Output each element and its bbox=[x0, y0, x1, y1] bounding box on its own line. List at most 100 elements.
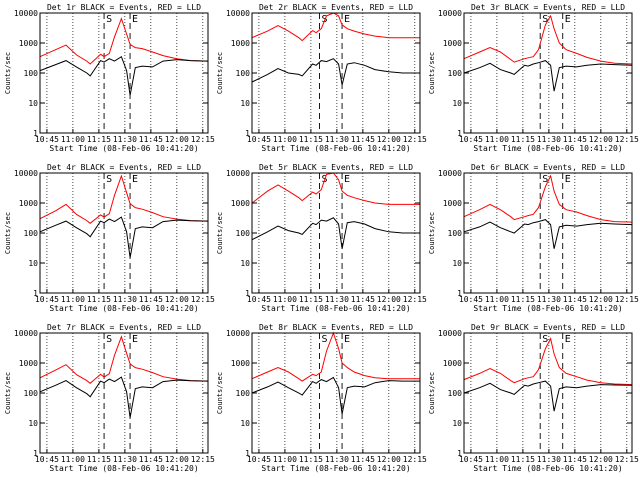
plot-frame bbox=[463, 332, 633, 454]
y-tick-label: 10 bbox=[240, 99, 250, 108]
e-marker-label: E bbox=[565, 14, 571, 25]
y-tick-label: 1 bbox=[245, 449, 250, 458]
x-tick-label: 11:15 bbox=[299, 295, 323, 304]
x-tick-label: 12:00 bbox=[165, 455, 189, 464]
x-tick-label: 11:15 bbox=[299, 455, 323, 464]
plot-frame bbox=[39, 172, 209, 294]
y-tick-label: 10000 bbox=[14, 329, 38, 338]
plot-frame bbox=[251, 172, 421, 294]
y-tick-label: 1000 bbox=[19, 39, 38, 48]
y-tick-label: 10 bbox=[452, 259, 462, 268]
e-marker-label: E bbox=[565, 174, 571, 185]
y-tick-label: 1000 bbox=[231, 39, 250, 48]
x-tick-label: 12:15 bbox=[615, 295, 639, 304]
plot-frame bbox=[463, 12, 633, 134]
e-marker-label: E bbox=[565, 334, 571, 345]
panel-title: Det 6r BLACK = Events, RED = LLD bbox=[471, 163, 625, 172]
panel-det-7: Det 7r BLACK = Events, RED = LLD S E 1 10 100… bbox=[4, 323, 215, 473]
x-tick-label: 10:45 bbox=[35, 135, 59, 144]
x-tick-label: 12:00 bbox=[377, 455, 401, 464]
plot-frame bbox=[39, 332, 209, 454]
series-lld bbox=[463, 337, 633, 386]
panel-det-4: Det 4r BLACK = Events, RED = LLD S E 1 10 100… bbox=[4, 163, 215, 313]
x-axis-label: Start Time (08-Feb-06 10:41:20) bbox=[473, 144, 622, 153]
series-events bbox=[251, 376, 420, 415]
y-tick-label: 10000 bbox=[438, 9, 462, 18]
y-tick-label: 100 bbox=[24, 229, 39, 238]
x-tick-label: 11:00 bbox=[273, 295, 297, 304]
y-tick-label: 10000 bbox=[14, 169, 38, 178]
y-tick-label: 10 bbox=[28, 99, 38, 108]
panel-title: Det 8r BLACK = Events, RED = LLD bbox=[259, 323, 413, 332]
x-axis-label: Start Time (08-Feb-06 10:41:20) bbox=[49, 464, 198, 473]
x-tick-label: 11:00 bbox=[273, 135, 297, 144]
series-lld bbox=[463, 174, 633, 223]
e-marker-label: E bbox=[344, 334, 350, 345]
x-tick-label: 11:30 bbox=[113, 135, 137, 144]
y-tick-label: 10000 bbox=[438, 329, 462, 338]
y-tick-label: 100 bbox=[24, 389, 39, 398]
y-tick-label: 10 bbox=[240, 259, 250, 268]
series-events bbox=[251, 217, 420, 249]
y-tick-label: 1000 bbox=[443, 199, 462, 208]
x-tick-label: 10:45 bbox=[247, 455, 271, 464]
series-lld bbox=[251, 12, 420, 42]
series-lld bbox=[39, 17, 209, 65]
x-axis-label: Start Time (08-Feb-06 10:41:20) bbox=[473, 464, 622, 473]
x-tick-label: 11:45 bbox=[139, 455, 163, 464]
x-tick-label: 11:15 bbox=[87, 295, 111, 304]
x-tick-label: 11:00 bbox=[61, 455, 85, 464]
x-tick-label: 12:00 bbox=[589, 455, 613, 464]
series-events bbox=[463, 60, 633, 92]
x-tick-label: 11:45 bbox=[139, 135, 163, 144]
y-tick-label: 10 bbox=[28, 259, 38, 268]
series-lld bbox=[251, 331, 420, 382]
series-lld bbox=[39, 174, 209, 224]
x-tick-label: 11:45 bbox=[563, 455, 587, 464]
x-tick-label: 11:30 bbox=[113, 455, 137, 464]
series-events bbox=[39, 55, 209, 96]
panel-title: Det 7r BLACK = Events, RED = LLD bbox=[47, 323, 201, 332]
y-tick-label: 1000 bbox=[443, 359, 462, 368]
s-marker-label: S bbox=[542, 14, 548, 25]
y-tick-label: 100 bbox=[448, 69, 463, 78]
panel-title: Det 1r BLACK = Events, RED = LLD bbox=[47, 3, 201, 12]
x-tick-label: 11:15 bbox=[299, 135, 323, 144]
x-tick-label: 12:15 bbox=[191, 295, 215, 304]
y-tick-label: 1000 bbox=[231, 199, 250, 208]
panel-det-9: Det 9r BLACK = Events, RED = LLD S E 1 10 100… bbox=[428, 323, 639, 473]
y-tick-label: 1 bbox=[33, 129, 38, 138]
x-tick-label: 10:45 bbox=[35, 455, 59, 464]
x-tick-label: 11:00 bbox=[61, 135, 85, 144]
y-axis-label: Counts/sec bbox=[428, 52, 436, 94]
y-tick-label: 10000 bbox=[14, 9, 38, 18]
panel-title: Det 9r BLACK = Events, RED = LLD bbox=[471, 323, 625, 332]
y-tick-label: 100 bbox=[448, 389, 463, 398]
panel-det-8: Det 8r BLACK = Events, RED = LLD S E 1 10 100… bbox=[216, 323, 427, 473]
x-tick-label: 12:00 bbox=[377, 295, 401, 304]
x-tick-label: 10:45 bbox=[459, 455, 483, 464]
s-marker-label: S bbox=[106, 334, 112, 345]
x-axis-label: Start Time (08-Feb-06 10:41:20) bbox=[261, 304, 410, 313]
x-tick-label: 11:45 bbox=[563, 295, 587, 304]
x-axis-label: Start Time (08-Feb-06 10:41:20) bbox=[49, 144, 198, 153]
y-tick-label: 10 bbox=[452, 419, 462, 428]
e-marker-label: E bbox=[344, 14, 350, 25]
y-tick-label: 10 bbox=[28, 419, 38, 428]
x-tick-label: 11:30 bbox=[325, 295, 349, 304]
x-tick-label: 11:30 bbox=[537, 455, 561, 464]
y-tick-label: 10 bbox=[452, 99, 462, 108]
x-tick-label: 10:45 bbox=[247, 295, 271, 304]
x-tick-label: 12:15 bbox=[191, 135, 215, 144]
x-tick-label: 11:15 bbox=[87, 455, 111, 464]
x-tick-label: 11:30 bbox=[325, 135, 349, 144]
y-tick-label: 1 bbox=[457, 129, 462, 138]
x-tick-label: 12:15 bbox=[403, 455, 427, 464]
series-lld bbox=[251, 172, 420, 205]
s-marker-label: S bbox=[106, 14, 112, 25]
y-axis-label: Counts/sec bbox=[4, 212, 12, 254]
x-tick-label: 11:45 bbox=[351, 135, 375, 144]
y-tick-label: 10000 bbox=[226, 169, 250, 178]
